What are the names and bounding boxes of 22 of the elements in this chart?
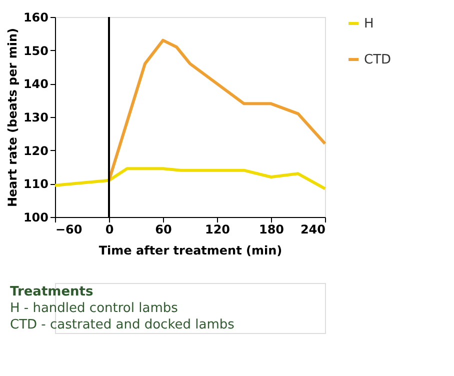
text: Treatments bbox=[10, 284, 94, 300]
text: CTD - castrated and docked lambs bbox=[10, 318, 235, 333]
y-tick-label: 100 bbox=[23, 210, 48, 224]
x-tick-label: 0 bbox=[105, 222, 114, 236]
y-tick-label: 130 bbox=[23, 110, 48, 124]
y-tick-label: 120 bbox=[23, 144, 48, 158]
legend-label: CTD bbox=[364, 52, 392, 68]
y-tick-label: 160 bbox=[23, 10, 48, 24]
x-tick-label: 240 bbox=[300, 222, 326, 236]
y-tick-label: 140 bbox=[23, 77, 48, 92]
legend-label: H bbox=[364, 16, 374, 32]
line-series bbox=[108, 38, 326, 182]
x-tick-label: 180 bbox=[258, 222, 284, 236]
x-tick-label: −60 bbox=[56, 222, 82, 236]
x-axis-title: Time after treatment (min) bbox=[98, 244, 282, 258]
x-tick-label: 120 bbox=[204, 222, 230, 236]
line-series bbox=[54, 167, 326, 190]
y-axis-title: Heart rate (beats per min) bbox=[5, 28, 20, 208]
y-tick-label: 110 bbox=[23, 177, 48, 192]
y-tick-label: 150 bbox=[23, 44, 48, 58]
x-tick-label: 60 bbox=[155, 222, 172, 236]
text: H - handled control lambs bbox=[10, 301, 178, 316]
